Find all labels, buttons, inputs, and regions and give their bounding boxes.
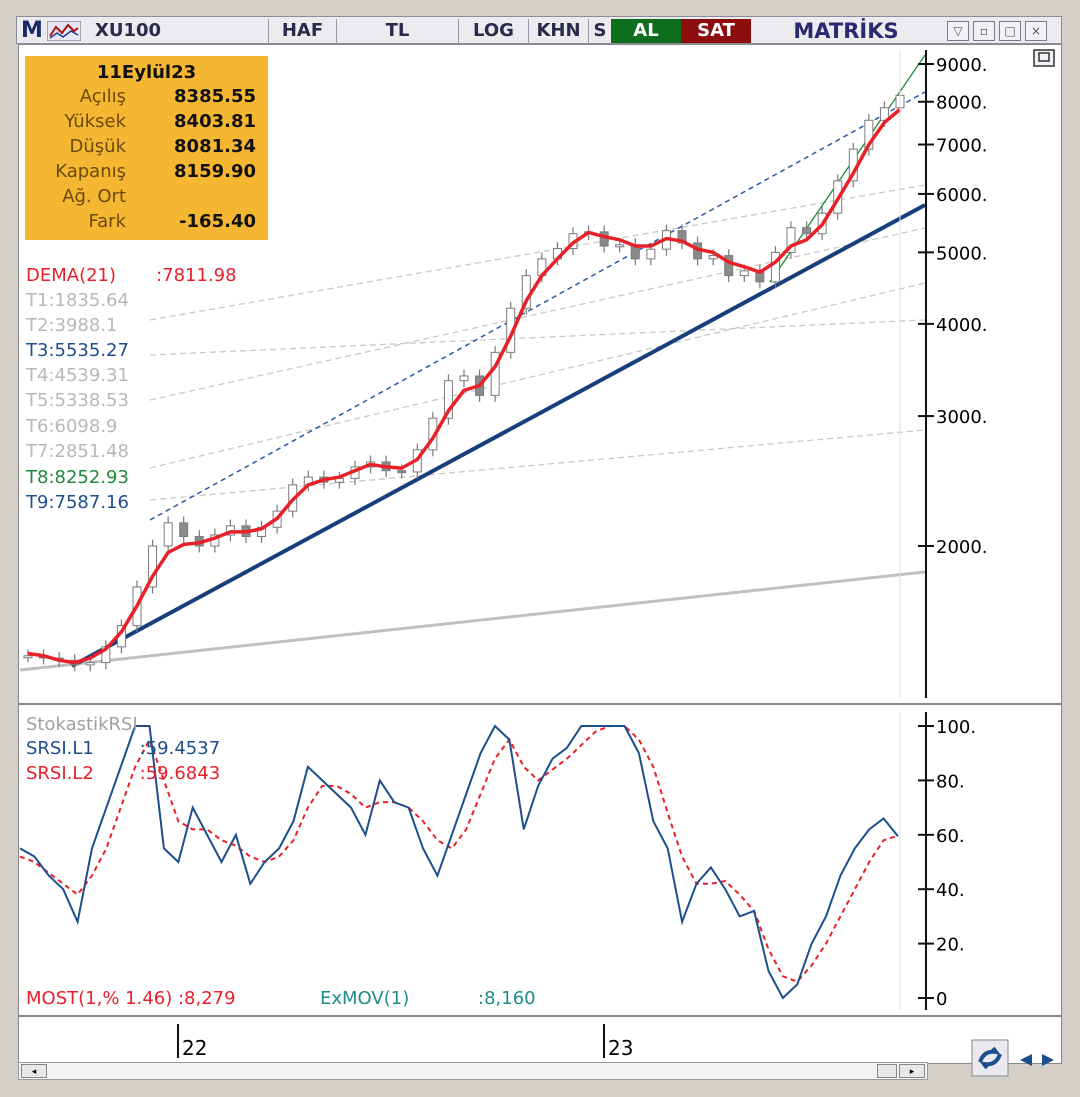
most-label: MOST(1,% 1.46) :8,279 [26, 988, 236, 1009]
candle-body [459, 375, 469, 382]
srsi-tick-label: 40. [936, 880, 965, 901]
candle-body [23, 655, 33, 659]
matriks-brand: MATRİKS [793, 19, 899, 43]
symbol-field[interactable]: XU100 [89, 19, 269, 43]
price-tick-label: 9000. [936, 55, 988, 76]
indicator-label: T8:8252.93 [26, 467, 129, 488]
period-button[interactable]: HAF [269, 19, 337, 43]
currency-button[interactable]: TL [337, 19, 459, 43]
indicator-label: DEMA(21) :7811.98 [26, 265, 237, 286]
matriks-logo[interactable]: M [21, 18, 43, 43]
dema-line [27, 108, 902, 665]
indicator-label: T3:5535.27 [26, 340, 129, 361]
price-tick-label: 7000. [936, 136, 988, 157]
srsi-l1-label: SRSI.L1 :59.4537 [26, 738, 221, 759]
candle-body [148, 545, 158, 588]
srsi-l1-line [19, 724, 899, 1000]
candle-body [646, 248, 656, 260]
scrollbar-left-arrow[interactable]: ◂ [21, 1064, 47, 1078]
time-label-22: 22 [182, 1036, 208, 1060]
exmov-value: :8,160 [478, 988, 536, 1009]
scroll-left-icon[interactable] [1020, 1054, 1032, 1066]
trend-line-t6 [149, 184, 926, 321]
candle-body [85, 662, 95, 666]
candle-body [615, 244, 625, 248]
time-label-23: 23 [608, 1036, 634, 1060]
candle-body [864, 119, 874, 150]
candle-body [786, 227, 796, 253]
indicator-label: T6:6098.9 [26, 416, 118, 437]
info-row-open: Açılış 8385.55 [79, 86, 256, 107]
trend-line-t3 [71, 203, 926, 668]
toolbar: M XU100 HAF TL LOG KHN S AL SAT MATRİKS … [16, 16, 1062, 44]
price-tick-label: 3000. [936, 407, 988, 428]
srsi-axis-ticks: 100. 80. 60. 40. 20. 0 [918, 717, 976, 1010]
trend-line-t1 [19, 570, 926, 672]
minimize-icon[interactable]: ▫ [973, 21, 995, 41]
srsi-tick-label: 20. [936, 935, 965, 956]
trend-lines [19, 54, 926, 672]
refresh-button[interactable] [971, 1039, 1009, 1077]
exmov-label: ExMOV(1) [320, 988, 410, 1009]
price-axis-ticks: 9000. 8000. 7000. 6000. 5000. 4000. 3000. 2000. [918, 55, 988, 558]
srsi-l2-line [19, 725, 899, 983]
price-tick-label: 2000. [936, 537, 988, 558]
scrollbar-thumb[interactable] [877, 1064, 897, 1078]
maximize-icon[interactable]: □ [999, 21, 1021, 41]
srsi-tick-label: 100. [936, 717, 976, 738]
info-row-close: Kapanış 8159.90 [55, 161, 256, 182]
trend-line-t7 [149, 429, 926, 501]
candle-body [724, 255, 734, 277]
indicator-label: T2:3988.1 [26, 315, 118, 336]
khn-button[interactable]: KHN [529, 19, 589, 43]
info-date: 11Eylül23 [96, 62, 197, 83]
refresh-icon [978, 1046, 1002, 1070]
horizontal-scrollbar[interactable]: ◂ ▸ [18, 1062, 928, 1080]
price-tick-label: 6000. [936, 185, 988, 206]
trend-line-t9 [149, 91, 926, 521]
srsi-panel[interactable] [18, 704, 1062, 1016]
candle-body [802, 227, 812, 235]
indicator-label: T4:4539.31 [26, 365, 129, 386]
indicator-label: T5:5338.53 [26, 390, 129, 411]
trend-line-t5 [149, 227, 926, 401]
s-button[interactable]: S [593, 20, 607, 41]
indicator-label: T9:7587.16 [26, 492, 129, 513]
price-tick-label: 4000. [936, 315, 988, 336]
candle-body [443, 380, 453, 419]
sell-button[interactable]: SAT [681, 19, 751, 43]
info-row-high: Yüksek 8403.81 [64, 111, 256, 132]
indicator-label: T7:2851.48 [26, 441, 129, 462]
candle-body [163, 522, 173, 547]
dropdown-icon[interactable]: ▽ [947, 21, 969, 41]
srsi-tick-label: 80. [936, 771, 965, 792]
srsi-tick-label: 0 [936, 989, 947, 1010]
buy-button[interactable]: AL [611, 19, 681, 43]
candle-body [179, 522, 189, 538]
scrollbar-right-arrow[interactable]: ▸ [899, 1064, 925, 1078]
info-row-avg: Ağ. Ort [62, 186, 126, 207]
candle-body [708, 255, 718, 260]
candle-body [739, 270, 749, 277]
candle-body [397, 470, 407, 474]
chart-icon[interactable] [47, 21, 81, 41]
srsi-tick-label: 60. [936, 826, 965, 847]
price-tick-label: 5000. [936, 243, 988, 264]
close-icon[interactable]: × [1025, 21, 1047, 41]
trend-line-t2 [149, 319, 926, 356]
log-scale-button[interactable]: LOG [459, 19, 529, 43]
trend-line-t4 [149, 282, 926, 469]
srsi-title: StokastikRSI [26, 714, 138, 735]
candle-body [770, 251, 780, 283]
scroll-right-icon[interactable] [1042, 1054, 1054, 1066]
indicator-label: T1:1835.64 [26, 290, 129, 311]
info-row-diff: Fark -165.40 [88, 211, 256, 232]
price-tick-label: 8000. [936, 93, 988, 114]
ohlc-info-box: 11Eylül23 Açılış 8385.55 Yüksek 8403.81 Dü… [25, 56, 268, 240]
srsi-l2-label: SRSI.L2 :59.6843 [26, 763, 221, 784]
info-row-low: Düşük 8081.34 [69, 136, 256, 157]
